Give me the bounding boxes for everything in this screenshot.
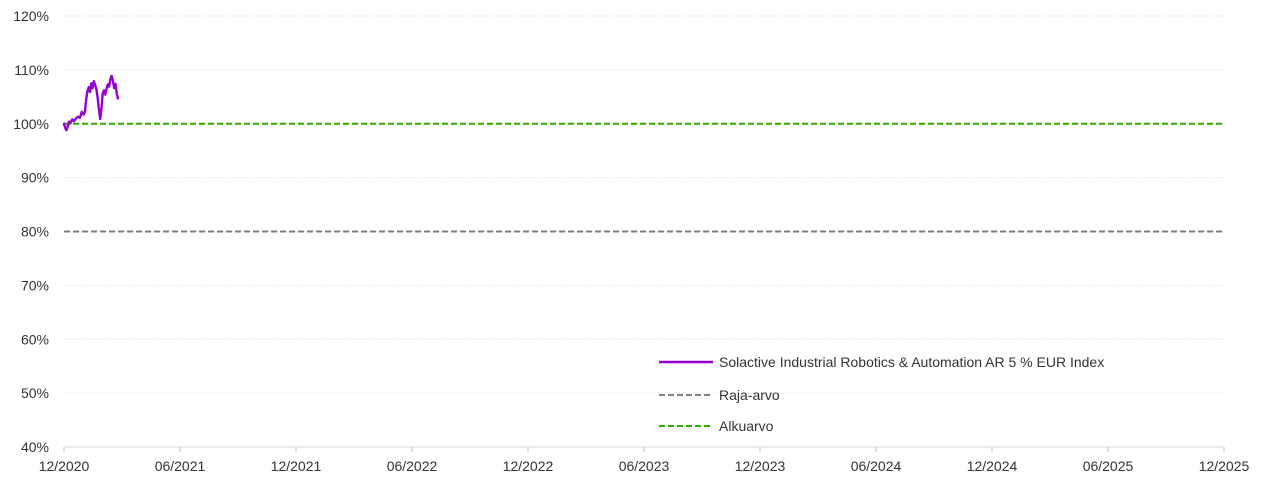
x-tick-label: 12/2024 (967, 458, 1018, 474)
y-tick-label: 40% (21, 439, 49, 455)
x-tick-label: 06/2021 (155, 458, 206, 474)
x-tick-label: 12/2021 (271, 458, 322, 474)
legend-label: Alkuarvo (719, 418, 774, 434)
series-line (62, 74, 120, 132)
y-axis: 40% 50% 60% 70% 80% 90% 100% 110% 120% (13, 8, 49, 455)
y-tick-label: 120% (13, 8, 49, 24)
x-tick-label: 06/2025 (1083, 458, 1134, 474)
y-tick-label: 80% (21, 224, 49, 240)
x-tick-label: 06/2024 (851, 458, 902, 474)
y-tick-label: 70% (21, 277, 49, 293)
grid (64, 15, 1224, 394)
legend-label: Solactive Industrial Robotics & Automati… (719, 354, 1104, 370)
x-axis: 12/2020 06/2021 12/2021 06/2022 12/2022 06/20… (39, 446, 1250, 474)
x-tick-label: 12/2025 (1199, 458, 1250, 474)
x-tick-label: 06/2023 (619, 458, 670, 474)
y-tick-label: 50% (21, 385, 49, 401)
y-tick-label: 60% (21, 331, 49, 347)
x-tick-label: 12/2020 (39, 458, 90, 474)
legend: Solactive Industrial Robotics & Automati… (659, 354, 1104, 434)
x-tick-label: 12/2023 (735, 458, 786, 474)
x-tick-label: 06/2022 (387, 458, 438, 474)
series-lines (62, 74, 1224, 233)
x-tick-label: 12/2022 (503, 458, 554, 474)
y-tick-label: 90% (21, 170, 49, 186)
legend-label: Raja-arvo (719, 387, 780, 403)
y-tick-label: 100% (13, 116, 49, 132)
y-tick-label: 110% (14, 62, 49, 78)
